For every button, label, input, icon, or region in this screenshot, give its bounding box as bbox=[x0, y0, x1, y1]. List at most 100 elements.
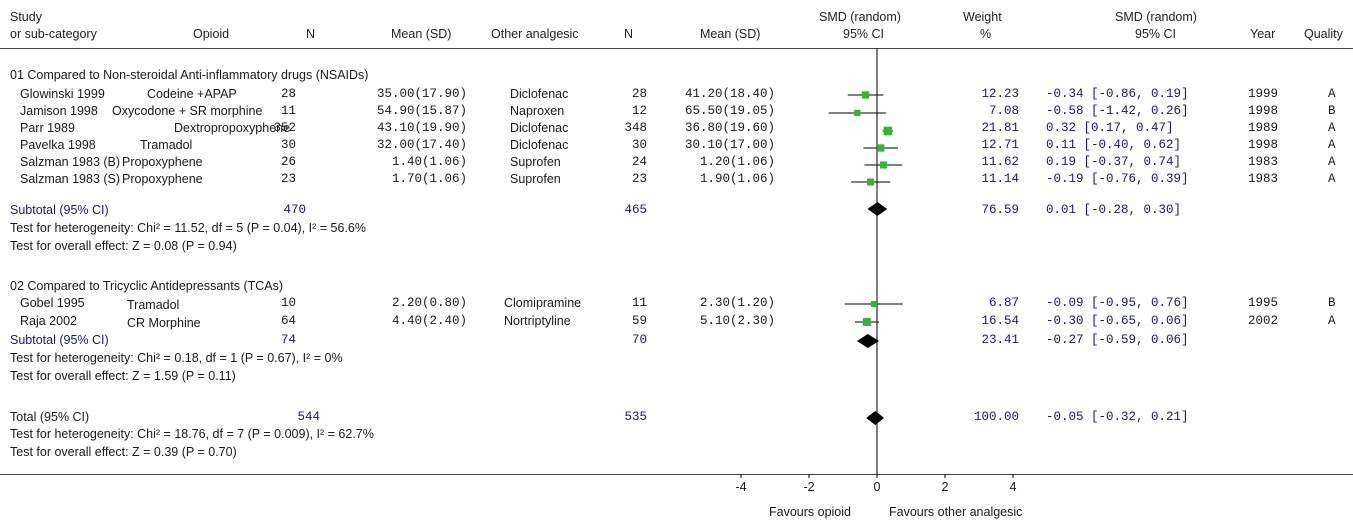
opioid-name: Tramadol bbox=[127, 298, 180, 312]
study-name: Parr 1989 bbox=[20, 121, 75, 135]
mean-opioid: 1.40(1.06) bbox=[391, 155, 467, 169]
weight-value: 16.54 bbox=[981, 314, 1019, 328]
other-analgesic: Suprofen bbox=[510, 172, 561, 186]
tick-label: -4 bbox=[735, 480, 747, 494]
mean-other: 65.50(19.05) bbox=[684, 104, 775, 118]
n-opioid: 352 bbox=[273, 121, 296, 135]
overall-effect-test: Test for overall effect: Z = 0.08 (P = 0… bbox=[10, 239, 237, 253]
heterogeneity-test: Test for heterogeneity: Chi² = 11.52, df… bbox=[10, 221, 366, 235]
opioid-name: CR Morphine bbox=[127, 316, 201, 330]
study-name: Glowinski 1999 bbox=[20, 87, 105, 101]
header-quality: Quality bbox=[1304, 27, 1343, 41]
other-analgesic: Diclofenac bbox=[510, 87, 569, 101]
total-label: Total (95% CI) bbox=[10, 410, 90, 424]
total-n-other: 535 bbox=[624, 410, 647, 424]
n-other: 30 bbox=[631, 138, 647, 152]
other-analgesic: Naproxen bbox=[510, 104, 565, 118]
year-value: 1989 bbox=[1248, 121, 1279, 135]
mean-other: 2.30(1.20) bbox=[699, 296, 775, 310]
overall-effect-test: Test for overall effect: Z = 1.59 (P = 0… bbox=[10, 369, 236, 383]
mean-other: 30.10(17.00) bbox=[684, 138, 775, 152]
header-year: Year bbox=[1250, 27, 1276, 41]
bottom-divider bbox=[0, 474, 1353, 475]
smd-ci: -0.34 [-0.86, 0.19] bbox=[1046, 87, 1189, 101]
mean-other: 1.20(1.06) bbox=[699, 155, 775, 169]
n-opioid: 11 bbox=[280, 104, 296, 118]
opioid-name: Dextropropoxyphene bbox=[174, 121, 291, 135]
subtotal-n-opioid: 74 bbox=[280, 333, 296, 347]
header-n-other: N bbox=[624, 27, 634, 41]
tick-label: 0 bbox=[873, 480, 881, 494]
year-value: 1995 bbox=[1248, 296, 1279, 310]
other-analgesic: Diclofenac bbox=[510, 121, 569, 135]
heterogeneity-test: Test for heterogeneity: Chi² = 0.18, df … bbox=[10, 351, 343, 365]
smd-ci: -0.09 [-0.95, 0.76] bbox=[1046, 296, 1189, 310]
study-name: Gobel 1995 bbox=[20, 296, 85, 310]
quality-value: A bbox=[1328, 87, 1336, 101]
subtotal-ci: 0.01 [-0.28, 0.30] bbox=[1046, 203, 1182, 217]
year-value: 1983 bbox=[1248, 155, 1279, 169]
mean-opioid: 54.90(15.87) bbox=[376, 104, 467, 118]
study-name: Salzman 1983 (B) bbox=[20, 155, 121, 169]
header-subcategory: or sub-category bbox=[10, 27, 97, 41]
total-ci: -0.05 [-0.32, 0.21] bbox=[1046, 410, 1189, 424]
group-title: 01 Compared to Non-steroidal Anti-inflam… bbox=[10, 68, 369, 82]
other-analgesic: Nortriptyline bbox=[504, 314, 571, 328]
mean-other: 36.80(19.60) bbox=[684, 121, 775, 135]
study-marker bbox=[879, 161, 888, 169]
mean-opioid: 2.20(0.80) bbox=[391, 296, 467, 310]
quality-value: A bbox=[1328, 155, 1336, 169]
smd-ci: 0.32 [0.17, 0.47] bbox=[1046, 121, 1174, 135]
header-mean-opioid: Mean (SD) bbox=[391, 27, 452, 41]
summary-diamond bbox=[867, 202, 888, 216]
weight-value: 6.87 bbox=[988, 296, 1019, 310]
header-other-analgesic: Other analgesic bbox=[491, 27, 579, 41]
quality-value: A bbox=[1328, 121, 1336, 135]
n-other: 12 bbox=[631, 104, 647, 118]
header-weight: Weight bbox=[963, 10, 1002, 24]
mean-opioid: 43.10(19.90) bbox=[376, 121, 467, 135]
opioid-name: Propoxyphene bbox=[122, 155, 203, 169]
study-name: Salzman 1983 (S) bbox=[20, 172, 121, 186]
opioid-name: Tramadol bbox=[140, 138, 193, 152]
header-ci: 95% CI bbox=[1135, 27, 1176, 41]
subtotal-label: Subtotal (95% CI) bbox=[10, 203, 109, 217]
year-value: 2002 bbox=[1248, 314, 1279, 328]
weight-value: 11.62 bbox=[981, 155, 1019, 169]
year-value: 1999 bbox=[1248, 87, 1279, 101]
n-opioid: 26 bbox=[280, 155, 296, 169]
quality-value: B bbox=[1328, 296, 1336, 310]
smd-ci: -0.30 [-0.65, 0.06] bbox=[1046, 314, 1189, 328]
study-marker bbox=[854, 109, 861, 117]
header-study: Study bbox=[10, 10, 42, 24]
weight-value: 21.81 bbox=[981, 121, 1019, 135]
n-opioid: 10 bbox=[280, 296, 296, 310]
weight-value: 12.71 bbox=[981, 138, 1019, 152]
weight-value: 12.23 bbox=[981, 87, 1019, 101]
subtotal-weight: 23.41 bbox=[981, 333, 1019, 347]
study-marker bbox=[883, 126, 893, 136]
total-n-opioid: 544 bbox=[297, 410, 320, 424]
year-value: 1998 bbox=[1248, 104, 1279, 118]
mean-opioid: 32.00(17.40) bbox=[376, 138, 467, 152]
study-marker bbox=[877, 144, 885, 152]
smd-ci: -0.19 [-0.76, 0.39] bbox=[1046, 172, 1189, 186]
other-analgesic: Clomipramine bbox=[504, 296, 582, 310]
summary-diamond bbox=[866, 411, 885, 425]
study-name: Pavelka 1998 bbox=[20, 138, 96, 152]
quality-value: A bbox=[1328, 314, 1336, 328]
opioid-name: Propoxyphene bbox=[122, 172, 203, 186]
n-opioid: 30 bbox=[280, 138, 296, 152]
other-analgesic: Diclofenac bbox=[510, 138, 569, 152]
subtotal-n-other: 465 bbox=[624, 203, 647, 217]
subtotal-n-other: 70 bbox=[631, 333, 647, 347]
favours-other-label: Favours other analgesic bbox=[889, 505, 1023, 519]
other-analgesic: Suprofen bbox=[510, 155, 561, 169]
summary-diamond bbox=[856, 334, 880, 348]
n-opioid: 23 bbox=[280, 172, 296, 186]
mean-opioid: 4.40(2.40) bbox=[391, 314, 467, 328]
year-value: 1998 bbox=[1248, 138, 1279, 152]
n-other: 23 bbox=[631, 172, 647, 186]
n-opioid: 28 bbox=[280, 87, 296, 101]
quality-value: A bbox=[1328, 172, 1336, 186]
